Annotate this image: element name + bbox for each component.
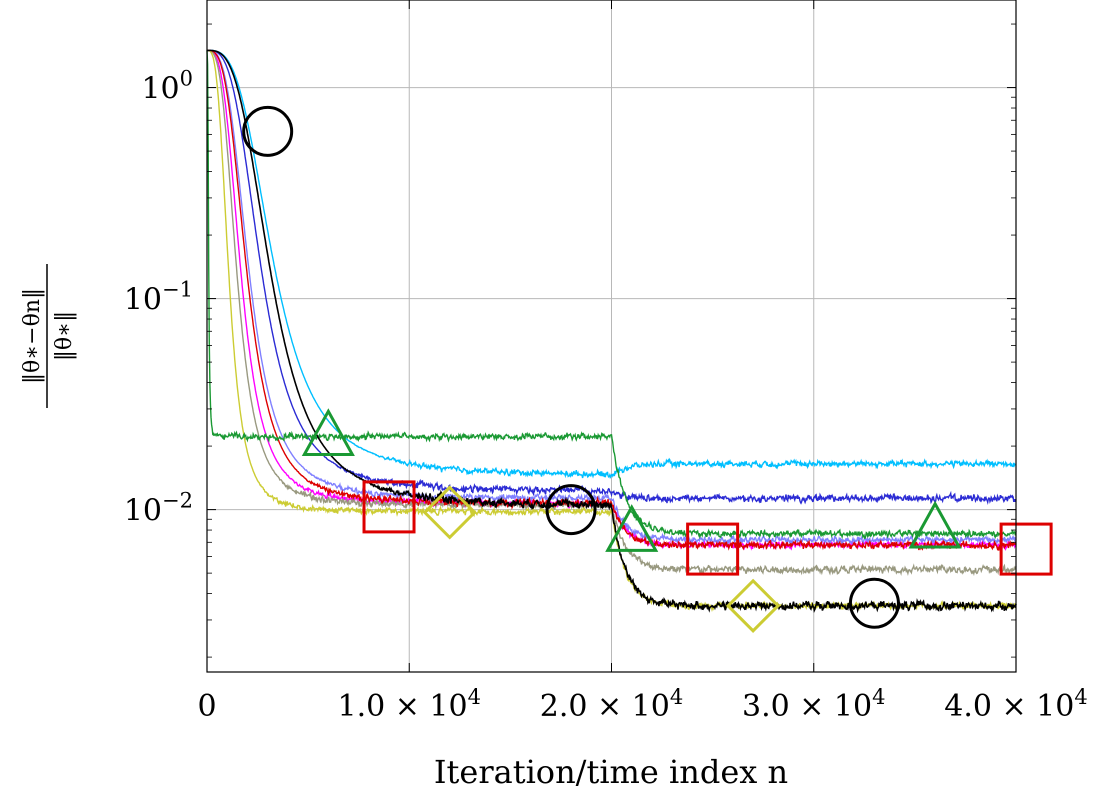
circle-marker <box>545 484 597 536</box>
square-marker <box>999 522 1053 576</box>
x-tick-label: 1.0 × 104 <box>338 685 481 724</box>
circle-marker <box>848 577 900 629</box>
square-marker <box>362 480 416 534</box>
series-line <box>207 49 1017 551</box>
triangle-marker <box>908 500 962 549</box>
circle-marker <box>242 105 294 157</box>
x-tick-label: 2.0 × 104 <box>540 685 683 724</box>
square-marker <box>686 522 740 576</box>
triangle-marker <box>301 408 355 456</box>
x-axis-label: Iteration/time index n <box>434 753 788 791</box>
y-tick-label: 10−2 <box>124 489 193 529</box>
series-line <box>207 49 1017 505</box>
x-tick-label: 4.0 × 104 <box>944 685 1087 724</box>
diamond-marker <box>422 485 477 540</box>
diamond-marker <box>725 578 781 633</box>
triangle-marker <box>605 504 659 552</box>
y-tick-label: 10−1 <box>124 278 193 318</box>
y-axis-label-denominator: ‖θ∗‖ <box>52 311 77 361</box>
y-axis-label-numerator: ‖θ∗−θn‖ <box>20 288 45 384</box>
series-line <box>207 49 1017 614</box>
series-line <box>207 49 1017 546</box>
x-tick-label: 3.0 × 104 <box>742 685 885 724</box>
x-tick-labels: 0 1.0 × 104 2.0 × 104 3.0 × 104 4.0 × 104 <box>197 685 1087 724</box>
y-axis-label: ‖θ∗−θn‖ ‖θ∗‖ <box>20 264 77 408</box>
x-tick-label: 0 <box>197 689 216 724</box>
y-tick-labels: 100 10−1 10−2 <box>124 67 193 529</box>
series-markers <box>242 105 1053 633</box>
axis-ticks <box>206 0 1017 672</box>
y-tick-label: 100 <box>141 67 193 107</box>
